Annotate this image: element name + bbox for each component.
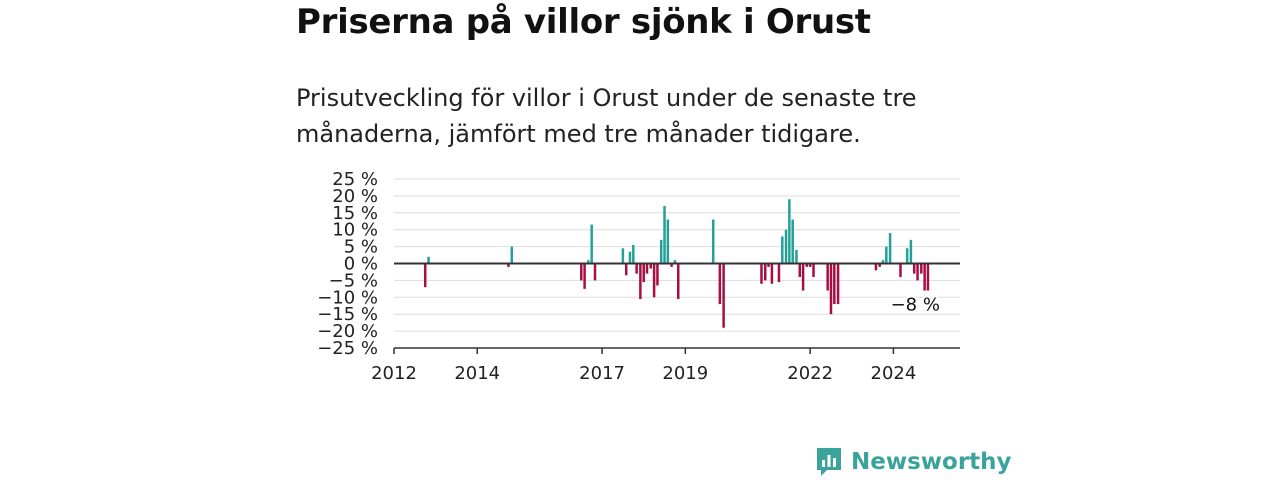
bar [635,263,638,274]
bar [673,260,677,264]
y-tick-label: 5 % [344,237,378,258]
y-tick-label: 25 % [332,169,378,190]
bar [580,263,583,281]
bar [920,263,923,274]
bar [829,263,833,315]
bar [798,263,802,278]
bar [916,263,919,281]
bar [909,239,913,264]
bar [926,263,930,291]
bar [718,263,722,305]
bar [808,263,812,267]
bar [767,263,770,267]
y-tick-label: −20 % [317,321,378,342]
bar [659,239,663,264]
bar [763,263,767,281]
x-tick-label: 2022 [787,363,833,384]
bar [874,263,878,271]
y-tick-label: 15 % [332,203,378,224]
x-tick-label: 2019 [662,363,708,384]
bar [624,263,628,276]
bar [905,248,909,264]
bar [888,233,892,264]
bar [427,256,430,264]
x-tick-label: 2012 [371,363,417,384]
x-tick-label: 2014 [454,363,500,384]
last-value-annotation: −8 % [891,295,940,316]
bar [912,263,916,274]
y-tick-label: 20 % [332,186,378,207]
bar [423,263,427,288]
bar [722,263,725,328]
newsworthy-icon [817,448,841,476]
chart-title: Priserna på villor sjönk i Orust [296,2,871,42]
bar [666,219,670,264]
bar [788,199,791,264]
bar-chart: 25 %20 %15 %10 %5 %0 %−5 %−10 %−15 %−20 … [317,169,960,384]
bar [593,263,597,281]
bar [632,244,635,264]
bar [649,263,653,269]
bar [881,260,885,264]
x-tick-label: 2024 [871,363,917,384]
y-tick-label: −5 % [329,270,378,291]
bar [885,246,888,264]
bar [670,263,673,267]
bar [781,236,784,264]
bar [583,263,586,289]
bar [777,263,781,283]
bar [833,263,836,305]
bar [507,263,510,267]
bar [770,263,774,284]
brand-name: Newsworthy [851,449,1012,475]
bar [645,263,649,274]
y-tick-label: −15 % [317,304,378,325]
bar [923,263,926,291]
bar [784,229,788,264]
bar [628,251,632,264]
bar [878,263,881,267]
bar [663,206,666,264]
bar [711,219,715,264]
bar [805,263,809,267]
bar [801,263,805,291]
bar [656,263,659,286]
bar [639,263,642,299]
bar [621,248,625,264]
bar [791,219,794,264]
y-tick-label: 10 % [332,220,378,241]
bar [590,224,593,264]
bar [826,263,829,291]
chart-subtitle: Prisutveckling för villor i Orust under … [296,84,917,148]
bar [836,263,840,305]
bar [899,263,902,278]
x-tick-label: 2017 [579,363,625,384]
bar [760,263,763,284]
bar [587,260,590,264]
bar [642,263,645,283]
bar [677,263,680,299]
bar [510,246,514,264]
brand-logo: Newsworthy [815,446,1012,478]
bar [812,263,815,278]
y-tick-label: −10 % [317,287,378,308]
y-tick-label: −25 % [317,338,378,359]
y-tick-label: 0 % [344,254,378,275]
bar [652,263,656,298]
bar [795,249,798,264]
